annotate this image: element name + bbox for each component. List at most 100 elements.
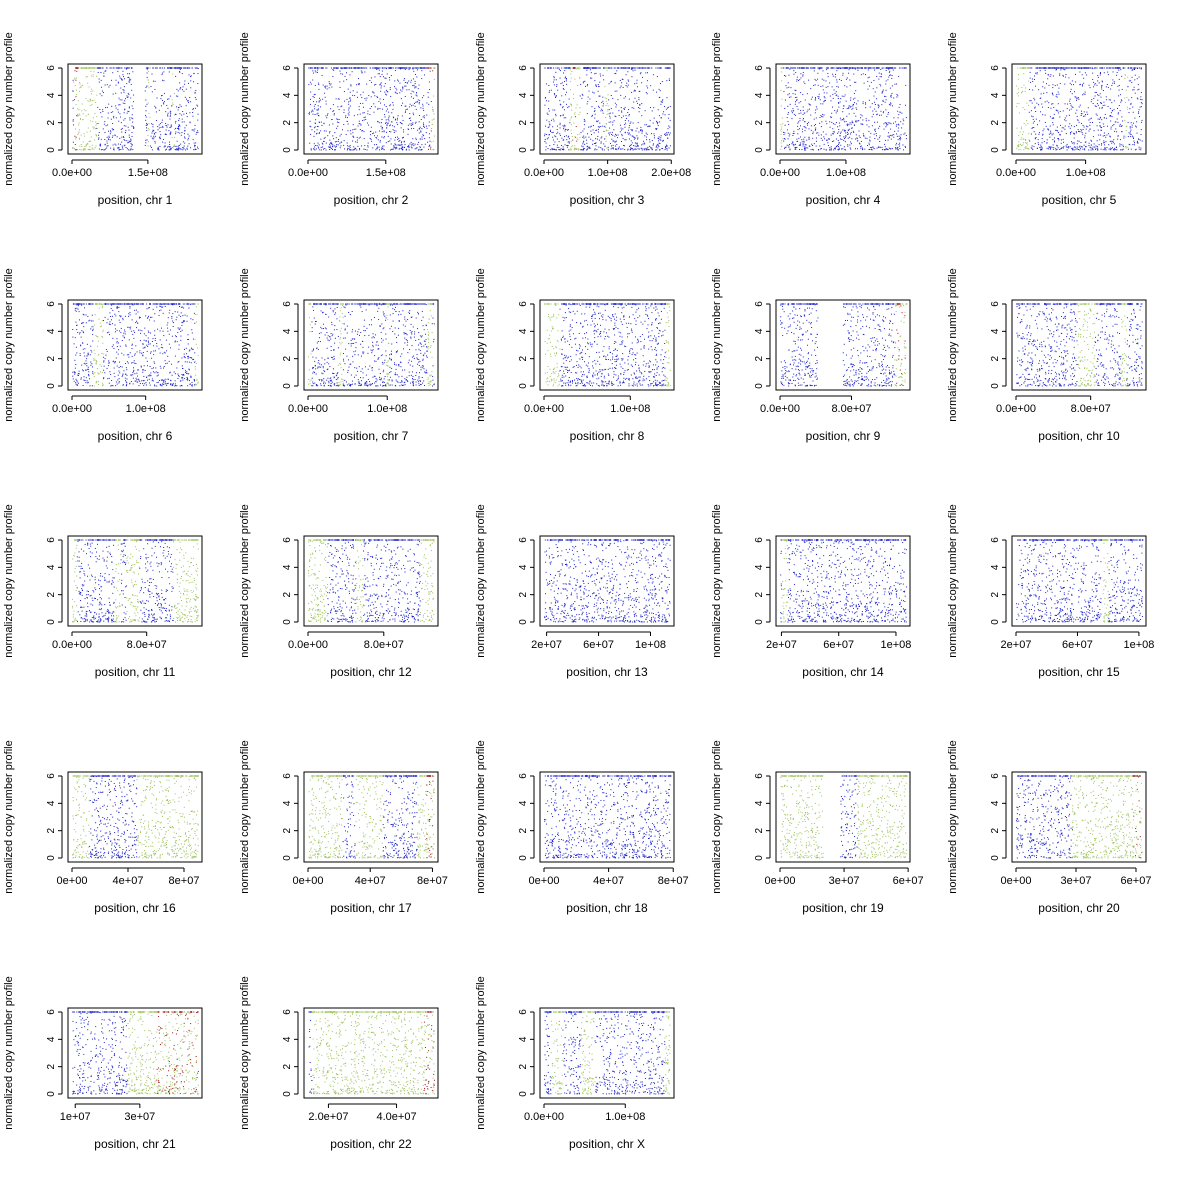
data-point — [161, 306, 163, 308]
data-point — [181, 373, 183, 375]
data-point — [1099, 125, 1101, 127]
data-point — [194, 92, 196, 94]
data-point — [860, 74, 862, 76]
data-point — [174, 145, 176, 147]
data-point — [1020, 139, 1022, 141]
data-point — [583, 135, 585, 137]
data-point — [179, 82, 181, 84]
data-point — [557, 67, 559, 69]
data-point — [641, 144, 643, 146]
data-point — [1084, 115, 1086, 117]
data-point — [396, 89, 398, 91]
data-point — [880, 85, 882, 87]
data-point — [545, 146, 547, 148]
data-point — [150, 86, 152, 88]
data-point-capped — [146, 67, 149, 69]
data-point — [855, 121, 857, 123]
data-point — [404, 85, 406, 87]
data-point — [1052, 133, 1054, 135]
data-point — [169, 347, 171, 349]
data-point — [783, 131, 785, 133]
data-point — [181, 357, 183, 359]
data-point — [1106, 67, 1108, 69]
data-point — [1030, 81, 1032, 83]
data-point — [397, 67, 399, 69]
data-point — [603, 130, 605, 132]
data-point — [125, 381, 127, 383]
data-point — [375, 149, 377, 151]
data-point — [401, 144, 403, 146]
data-point — [1073, 146, 1075, 148]
y-tick-label: 4 — [46, 92, 57, 98]
data-point — [94, 67, 96, 69]
data-point — [428, 103, 430, 105]
data-point — [192, 115, 194, 117]
data-point — [871, 149, 873, 151]
data-point — [1048, 129, 1050, 131]
data-point — [129, 117, 131, 119]
data-point — [1030, 100, 1032, 102]
data-point — [568, 142, 570, 144]
data-point — [359, 113, 361, 115]
data-point — [410, 141, 412, 143]
data-point — [644, 110, 646, 112]
data-point — [1107, 106, 1109, 108]
data-point — [839, 125, 841, 127]
data-point — [153, 130, 155, 132]
data-point — [793, 70, 795, 72]
data-point — [394, 80, 396, 82]
data-point — [85, 98, 87, 100]
data-point — [1077, 67, 1079, 69]
data-point — [810, 88, 812, 90]
data-point-capped — [1065, 67, 1068, 69]
data-point — [102, 67, 104, 69]
data-point — [364, 116, 366, 118]
data-point — [802, 74, 804, 76]
data-point — [1036, 72, 1038, 74]
data-point — [114, 143, 116, 145]
data-point — [645, 136, 647, 138]
data-point — [636, 127, 638, 129]
data-point — [82, 303, 84, 305]
data-point — [92, 76, 94, 78]
data-point — [385, 68, 387, 70]
data-point-capped — [1101, 67, 1103, 69]
data-point — [431, 119, 433, 121]
data-point — [811, 67, 813, 69]
data-point — [421, 136, 423, 138]
data-point — [1026, 147, 1028, 149]
data-point — [76, 89, 78, 91]
data-point — [400, 127, 402, 129]
data-point — [393, 146, 395, 148]
data-point — [1055, 149, 1057, 151]
data-point — [1129, 126, 1131, 128]
data-point — [573, 147, 575, 149]
data-point — [1138, 148, 1140, 150]
data-point — [615, 72, 617, 74]
data-point — [409, 143, 411, 145]
data-point — [1052, 94, 1054, 96]
data-point — [168, 312, 170, 314]
data-point — [112, 122, 114, 124]
data-point — [578, 149, 580, 151]
data-point — [787, 113, 789, 115]
data-point — [418, 102, 420, 104]
data-point — [185, 347, 187, 349]
data-point — [816, 132, 818, 134]
data-point — [397, 79, 399, 81]
data-point — [782, 67, 784, 69]
data-point — [602, 125, 604, 127]
data-point — [556, 144, 558, 146]
data-point — [105, 125, 107, 127]
data-point — [156, 120, 158, 122]
data-point — [549, 129, 551, 131]
data-point — [380, 90, 382, 92]
data-point — [310, 149, 312, 151]
data-point — [850, 123, 852, 125]
data-point — [178, 118, 180, 120]
data-point — [1131, 76, 1133, 78]
data-point — [381, 148, 383, 150]
data-point — [356, 96, 358, 98]
